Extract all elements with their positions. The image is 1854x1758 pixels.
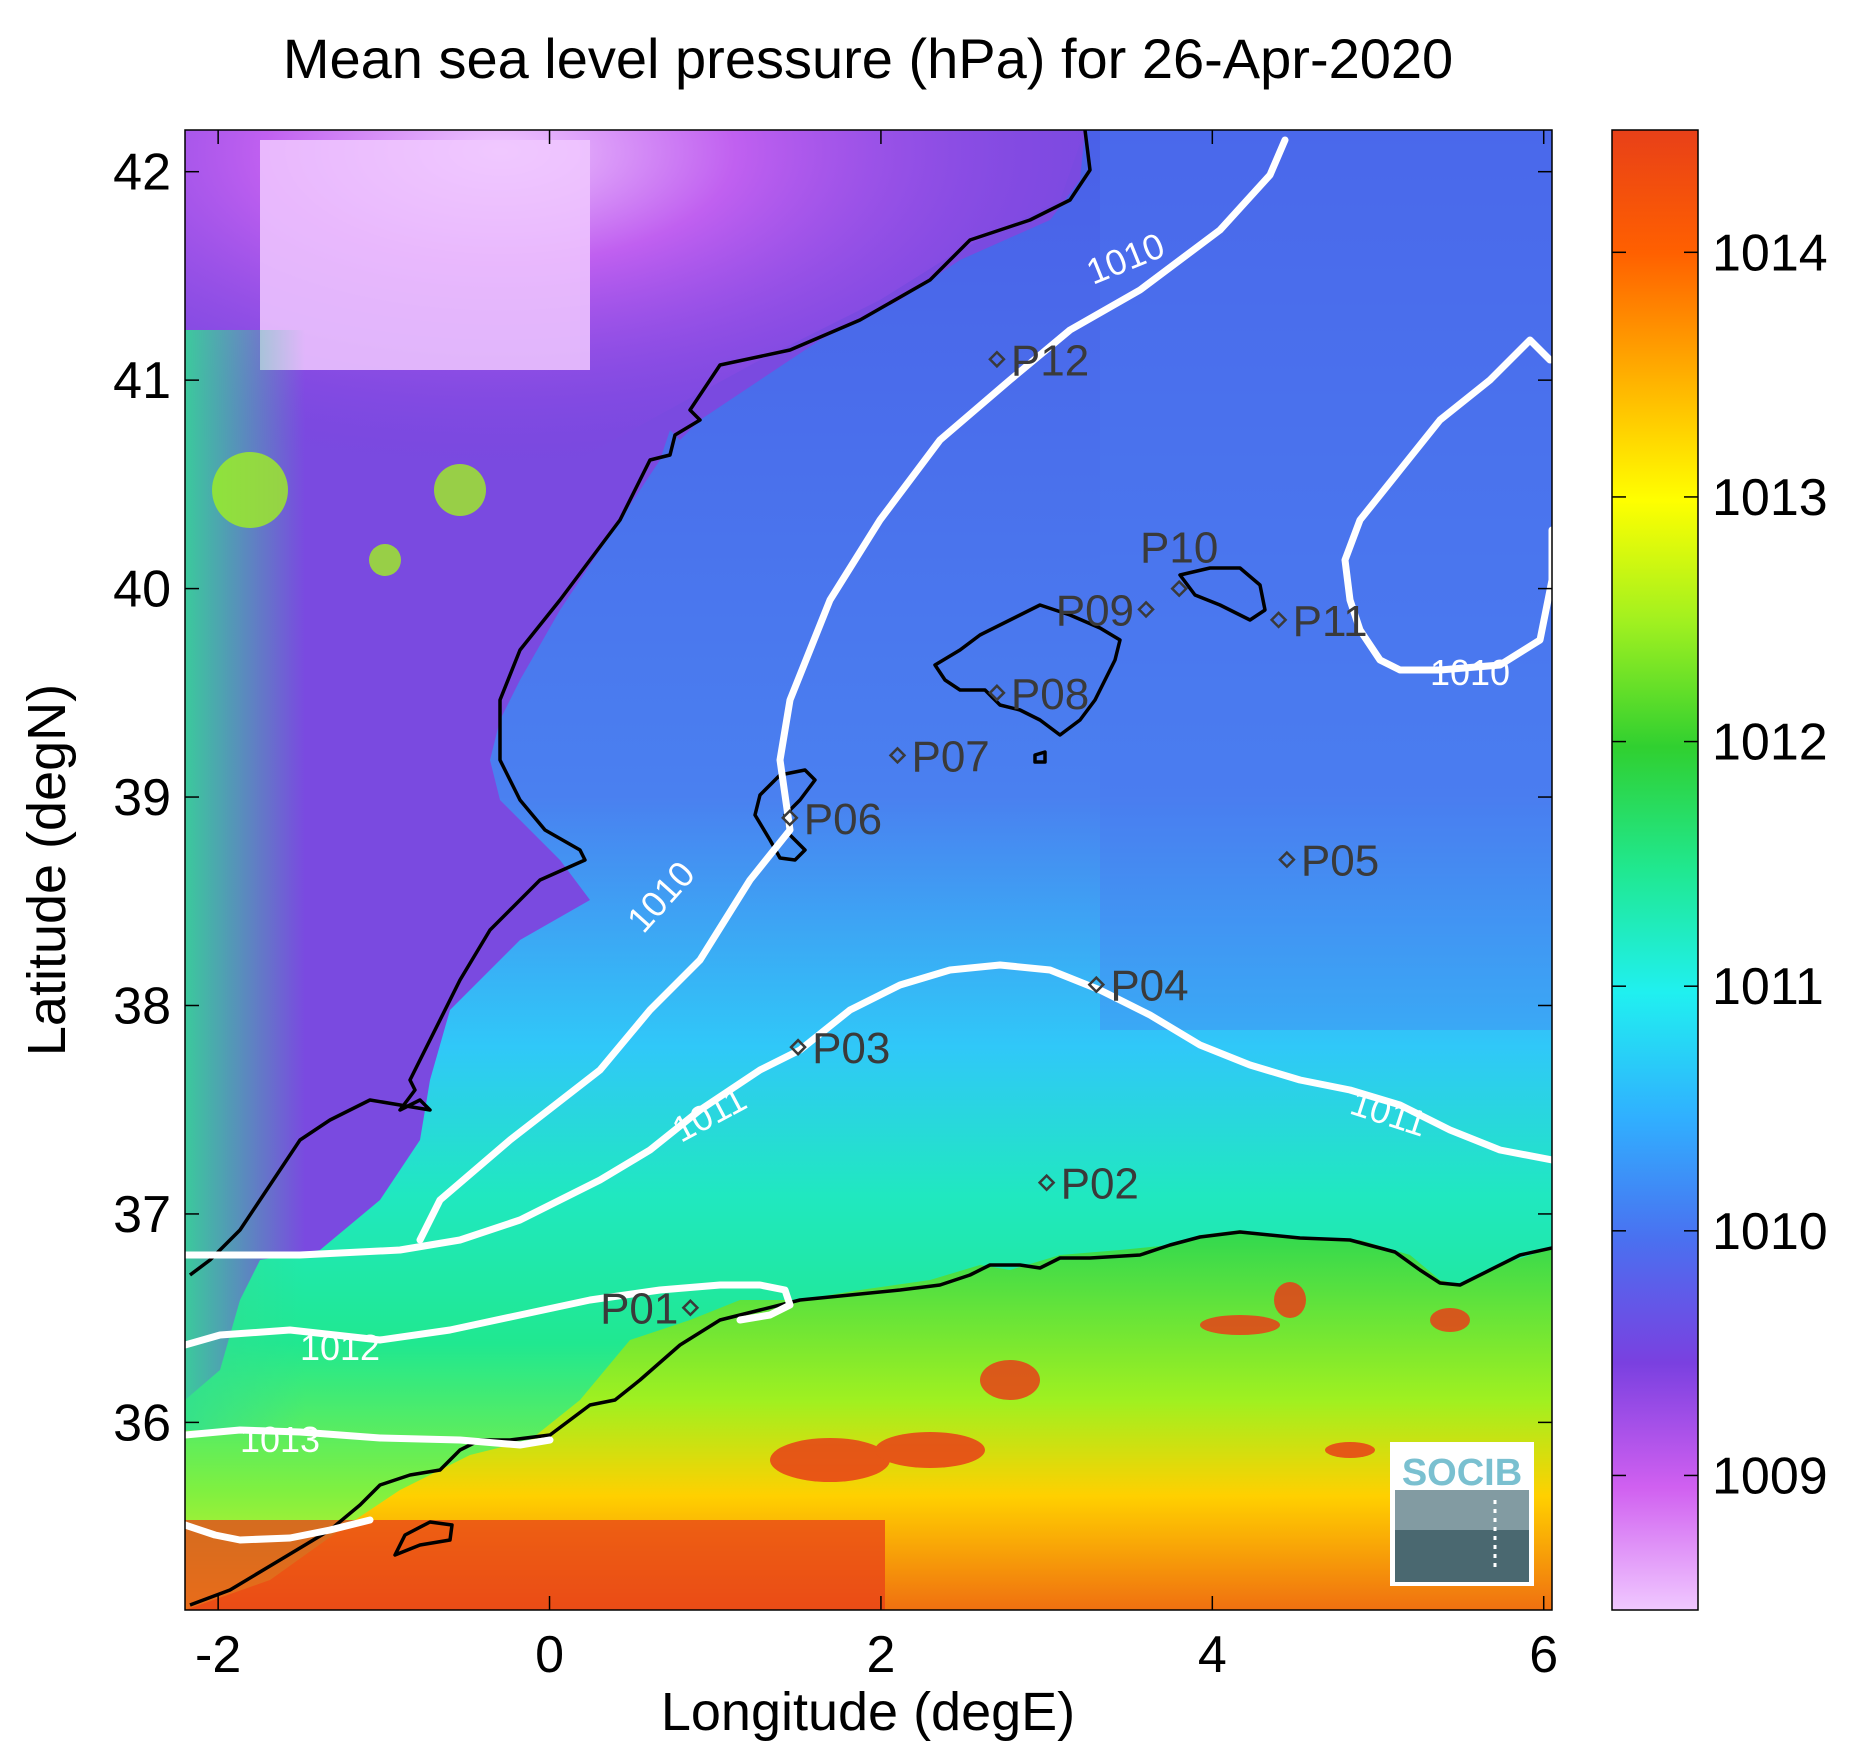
colorbar-tick-label: 1012	[1712, 714, 1828, 772]
africa-hotspots	[770, 1282, 1470, 1482]
contour-label: 1012	[300, 1327, 380, 1368]
chart-title: Mean sea level pressure (hPa) for 26-Apr…	[283, 27, 1453, 90]
contour-label: 1010	[1430, 652, 1510, 693]
station-label: P11	[1293, 597, 1368, 646]
contour-1012	[185, 1281, 794, 1349]
y-tick-label: 37	[113, 1186, 171, 1244]
contour-1010-north	[416, 136, 1289, 1244]
y-tick-label: 36	[113, 1394, 171, 1452]
colorbar	[1611, 129, 1699, 1611]
station-label: P06	[804, 795, 882, 844]
station-label: P10	[1140, 524, 1218, 573]
station-label: P01	[600, 1285, 678, 1334]
alboran-island-coastline	[393, 1520, 454, 1557]
station-label: P04	[1110, 962, 1188, 1011]
contour-1013-lower	[185, 1516, 374, 1544]
plot-frame	[184, 129, 1553, 1611]
x-tick-label: 6	[1529, 1626, 1558, 1684]
colorbar-tick-label: 1011	[1712, 958, 1824, 1016]
station-marker-p09: P09	[1056, 586, 1155, 635]
y-tick-label: 41	[113, 352, 171, 410]
colorbar-tick-label: 1010	[1712, 1203, 1828, 1261]
africa-coastline	[189, 1230, 1552, 1607]
station-diamond	[888, 746, 907, 765]
station-marker-p11: P11	[1269, 597, 1368, 646]
socib-logo: SOCIB	[1390, 1442, 1534, 1586]
station-marker-p04: P04	[1087, 962, 1189, 1011]
contour-1010-east	[1341, 336, 1552, 674]
station-label: P12	[1011, 336, 1089, 385]
station-diamond	[1087, 975, 1106, 994]
x-tick-label: 4	[1198, 1626, 1227, 1684]
station-diamond	[1137, 600, 1155, 619]
cabrera-coastline	[1033, 750, 1047, 764]
green-spot	[369, 544, 401, 576]
east-sea-tint	[1100, 130, 1552, 1030]
contour-label: 1013	[240, 1419, 320, 1460]
station-label: P02	[1061, 1160, 1139, 1209]
x-tick-label: -2	[195, 1626, 241, 1684]
station-diamond	[681, 1298, 700, 1317]
colorbar-tick-label: 1009	[1712, 1447, 1828, 1505]
station-marker-p05: P05	[1278, 837, 1379, 886]
green-spot	[212, 452, 288, 528]
pink-highland	[260, 140, 590, 370]
menorca-coastline	[1178, 566, 1267, 622]
station-diamond	[1269, 611, 1288, 629]
station-marker-p10: P10	[1140, 524, 1218, 598]
station-diamond	[1037, 1173, 1056, 1192]
station-label: P03	[812, 1024, 890, 1073]
contour-1013	[185, 1426, 554, 1449]
station-diamond	[1170, 579, 1188, 598]
y-tick-label: 39	[113, 769, 171, 827]
x-axis: -2 0 2 4 6	[195, 130, 1558, 1684]
station-diamond	[1278, 850, 1296, 869]
station-marker-p12: P12	[988, 336, 1089, 385]
x-tick-label: 0	[535, 1626, 564, 1684]
y-tick-label: 40	[113, 561, 171, 619]
station-marker-p02: P02	[1037, 1160, 1139, 1209]
station-label: P08	[1011, 670, 1089, 719]
station-diamond	[988, 684, 1006, 702]
station-marker-p03: P03	[789, 1024, 890, 1073]
colorbar-ticks: 1014 1013 1012 1011 1010 1009	[1612, 224, 1828, 1505]
station-marker-p08: P08	[988, 670, 1089, 719]
southwest-hot	[185, 1520, 885, 1610]
plot-area: 1010 1010 1010 1011 1011 1012 1013 P01P0…	[185, 130, 1552, 1610]
x-axis-label: Longitude (degE)	[661, 1682, 1075, 1742]
station-label: P07	[911, 732, 989, 781]
station-marker-p07: P07	[888, 732, 990, 781]
station-marker-p06: P06	[781, 795, 882, 844]
y-axis: 42 41 40 39 38 37 36	[113, 144, 1552, 1452]
y-tick-label: 42	[113, 144, 171, 202]
iberia-coastline	[188, 130, 1092, 1277]
station-marker-p01: P01	[600, 1285, 700, 1334]
mallorca-coastline	[933, 603, 1122, 737]
station-diamond	[781, 809, 799, 827]
y-tick-label: 38	[113, 977, 171, 1035]
station-label: P05	[1301, 837, 1379, 886]
colorbar-tick-label: 1014	[1712, 224, 1828, 282]
station-label: P09	[1056, 586, 1134, 635]
contour-1011	[185, 961, 1552, 1259]
colorbar-tick-label: 1013	[1712, 469, 1828, 527]
socib-logo-text: SOCIB	[1402, 1452, 1522, 1494]
green-spot	[434, 464, 486, 516]
y-axis-label: Latitude (degN)	[17, 684, 77, 1056]
station-diamond	[789, 1038, 807, 1056]
station-diamond	[988, 350, 1006, 369]
x-tick-label: 2	[866, 1626, 895, 1684]
